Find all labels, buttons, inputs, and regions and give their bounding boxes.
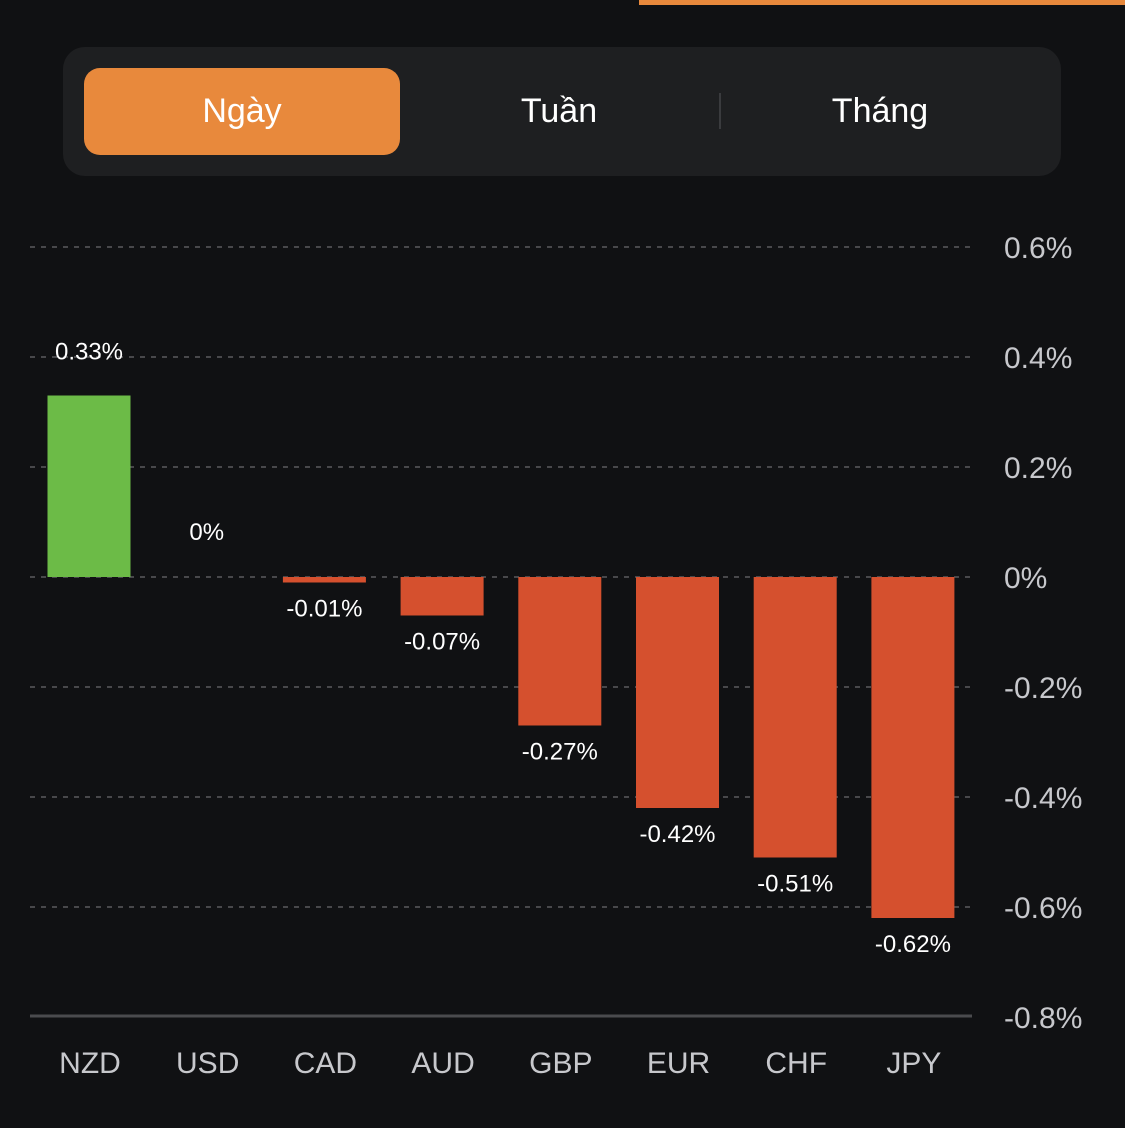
x-tick-label: AUD [411, 1047, 474, 1080]
bar-gbp[interactable] [518, 577, 602, 726]
active-indicator-bar [639, 0, 1125, 5]
x-tick-label: CAD [294, 1047, 357, 1080]
y-tick-label: -0.8% [1004, 1002, 1082, 1035]
bars [47, 395, 955, 918]
bar-eur[interactable] [636, 577, 719, 808]
data-label: -0.51% [757, 871, 833, 898]
data-label: 0% [189, 519, 224, 546]
tab-month[interactable]: Tháng [721, 68, 1039, 155]
bar-cad[interactable] [282, 577, 366, 583]
bar-jpy[interactable] [871, 577, 955, 918]
bar-chf[interactable] [753, 577, 837, 858]
data-label: -0.01% [286, 596, 362, 623]
x-tick-label: CHF [765, 1047, 827, 1080]
data-label: -0.07% [404, 629, 480, 656]
x-tick-label: EUR [647, 1047, 710, 1080]
data-label: -0.42% [639, 821, 715, 848]
bar-nzd[interactable] [47, 395, 131, 578]
tab-month-label: Tháng [831, 92, 929, 130]
y-tick-label: 0.2% [1004, 452, 1072, 485]
tab-divider [719, 93, 721, 129]
y-tick-label: 0.4% [1004, 342, 1072, 375]
tab-day[interactable]: Ngày [84, 68, 400, 155]
period-segmented-control: Ngày Tuần Tháng [63, 47, 1061, 176]
tab-week-label: Tuần [520, 92, 598, 130]
data-label: -0.27% [522, 739, 598, 766]
x-axis-ticks: NZD USD CAD AUD GBP EUR CHF JPY [59, 1047, 941, 1080]
x-tick-label: GBP [529, 1047, 592, 1080]
tab-week[interactable]: Tuần [401, 68, 717, 155]
tab-day-label: Ngày [202, 92, 282, 130]
y-tick-label: 0% [1004, 562, 1047, 595]
x-tick-label: USD [176, 1047, 239, 1080]
data-labels: 0.33% 0% -0.01% -0.07% -0.27% -0.42% -0.51% -0.… [55, 339, 951, 959]
y-axis-ticks: 0.6% 0.4% 0.2% 0% -0.2% -0.4% -0.6% -0.8% [1004, 232, 1082, 1035]
bar-aud[interactable] [400, 577, 484, 616]
x-tick-label: NZD [59, 1047, 121, 1080]
data-label: 0.33% [55, 339, 123, 366]
data-label: -0.62% [875, 931, 951, 958]
y-tick-label: -0.2% [1004, 672, 1082, 705]
y-tick-label: -0.4% [1004, 782, 1082, 815]
y-tick-label: -0.6% [1004, 892, 1082, 925]
y-tick-label: 0.6% [1004, 232, 1072, 265]
x-tick-label: JPY [886, 1047, 941, 1080]
